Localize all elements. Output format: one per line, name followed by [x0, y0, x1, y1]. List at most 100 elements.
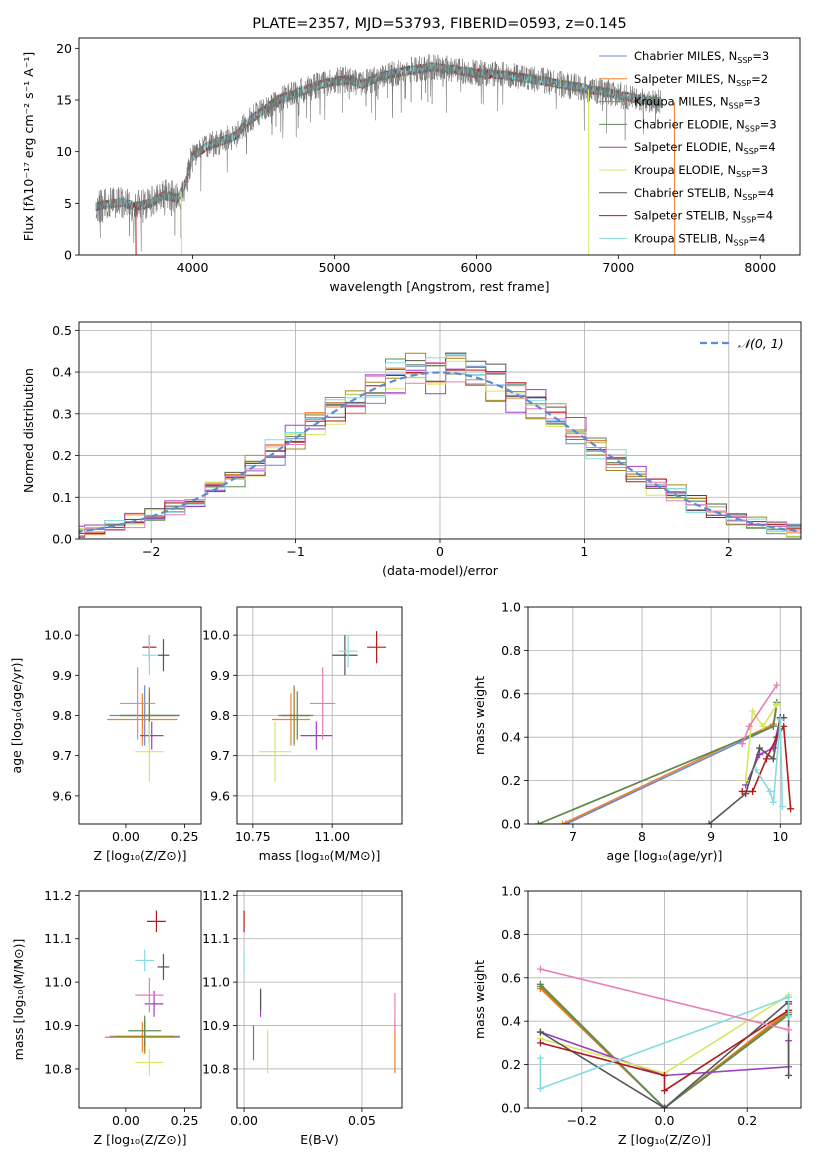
weight-line — [539, 988, 790, 1108]
x-tick-label: 0.0 — [655, 1113, 675, 1128]
y-tick-label: 0.0 — [52, 532, 72, 547]
axes-frame — [236, 890, 403, 1109]
y-tick-label: 0.3 — [52, 406, 72, 421]
y-tick-label: 10.0 — [44, 628, 72, 643]
axes-frame — [78, 890, 202, 1109]
panel-3: 0.00 0.25 9.6 9.7 9.8 9.9 10.0 Z [log₁₀(Z/Z⊙)] a… — [9, 606, 202, 863]
y-tick-label: 0.1 — [52, 490, 72, 505]
plot-area — [95, 54, 676, 255]
weight-marker — [769, 798, 777, 806]
y-tick-label: 10.9 — [202, 1018, 230, 1033]
axes-frame — [527, 890, 802, 1109]
x-tick-label: 5000 — [319, 260, 351, 275]
y-tick-label: 10.0 — [202, 628, 230, 643]
plot-area — [528, 891, 801, 1108]
x-axis-label: E(B-V) — [300, 1132, 339, 1147]
plot-area — [107, 635, 180, 782]
weight-marker — [705, 820, 713, 824]
y-tick-label: 0.8 — [501, 643, 521, 658]
y-tick-label: 11.1 — [44, 931, 72, 946]
legend-label: Kroupa MILES, NSSP=3 — [634, 95, 760, 111]
legend-label: Kroupa STELIB, NSSP=4 — [634, 231, 765, 247]
x-tick-label: 6000 — [460, 260, 492, 275]
weight-marker — [536, 980, 544, 988]
weight-line — [565, 704, 778, 824]
y-tick-label: 15 — [56, 93, 72, 108]
weight-marker — [536, 1054, 544, 1062]
x-tick-label: 0 — [436, 544, 444, 559]
legend-label: Salpeter ELODIE, NSSP=4 — [634, 140, 776, 156]
panel-2: −2 −1 0 1 2 0.0 0.1 0.2 0.3 0.4 0.5 (data-model)/er… — [21, 321, 802, 578]
weight-line — [539, 983, 790, 1108]
weight-marker — [785, 1013, 793, 1021]
x-axis-label: Z [log₁₀(Z/Z⊙)] — [618, 1132, 711, 1147]
weight-marker — [773, 681, 781, 689]
y-tick-label: 0 — [64, 248, 72, 263]
x-axis-label: mass [log₁₀(M/M⊙)] — [259, 848, 381, 863]
x-tick-label: 1 — [580, 544, 588, 559]
y-tick-label: 10.8 — [202, 1061, 230, 1076]
panel-7: 0.00 0.05 10.8 10.9 11.0 11.1 11.2 E(B-V) — [202, 888, 403, 1147]
panel-6: 0.00 0.25 10.8 10.9 11.0 11.1 11.2 Z [log₁₀(Z/Z… — [11, 888, 202, 1147]
weight-marker — [536, 1039, 544, 1047]
y-tick-label: 9.7 — [52, 748, 72, 763]
x-tick-label: 10 — [772, 829, 788, 844]
x-tick-label: 0.00 — [230, 1113, 258, 1128]
observed-spectrum — [95, 54, 662, 252]
plot-area — [237, 891, 402, 1108]
weight-marker — [661, 1087, 668, 1095]
weight-marker — [661, 1071, 668, 1079]
y-tick-label: 0.5 — [52, 323, 72, 338]
x-tick-label: −2 — [142, 544, 160, 559]
plot-area — [237, 607, 402, 824]
x-tick-label: 0.25 — [171, 829, 199, 844]
weight-line — [540, 968, 789, 1031]
weight-marker — [785, 1071, 793, 1079]
weight-marker — [536, 1028, 544, 1036]
x-tick-label: 0.00 — [112, 1113, 140, 1128]
y-tick-label: 0.2 — [501, 1057, 521, 1072]
legend-label: Salpeter STELIB, NSSP=4 — [634, 209, 773, 225]
x-tick-label: 9 — [707, 829, 715, 844]
plot-area — [104, 910, 180, 1076]
weight-line — [538, 702, 778, 824]
panel-8: −0.2 0.0 0.2 0.0 0.2 0.4 0.6 0.8 1.0 Z [log₁₀(Z/Z… — [472, 884, 802, 1147]
gaussian-curve — [79, 371, 801, 533]
weight-marker — [769, 755, 777, 763]
x-tick-label: 0.00 — [112, 829, 140, 844]
y-tick-label: 0.8 — [501, 927, 521, 942]
weight-marker — [769, 722, 777, 730]
y-tick-label: 11.2 — [44, 888, 72, 903]
chart-title: PLATE=2357, MJD=53793, FIBERID=0593, z=0… — [252, 16, 626, 32]
histogram-series — [79, 368, 801, 527]
legend-label: Salpeter MILES, NSSP=2 — [634, 72, 768, 88]
plot-area — [79, 322, 801, 539]
weight-marker — [559, 820, 567, 824]
y-tick-label: 9.9 — [52, 668, 72, 683]
legend: Chabrier MILES, NSSP=3 Salpeter MILES, NS… — [599, 49, 777, 247]
weight-marker — [742, 777, 750, 785]
y-tick-label: 9.6 — [52, 788, 72, 803]
y-tick-label: 9.8 — [210, 708, 230, 723]
y-tick-label: 0.0 — [501, 817, 521, 832]
legend-label: 𝒩(0, 1) — [738, 336, 784, 351]
weight-marker — [738, 787, 746, 795]
weight-marker — [661, 1104, 668, 1108]
y-tick-label: 11.0 — [202, 975, 230, 990]
y-axis-label: mass weight — [472, 676, 487, 755]
x-tick-label: 7 — [569, 829, 577, 844]
weight-marker — [773, 701, 781, 709]
weight-marker — [749, 787, 757, 795]
panel-4: 10.75 11.00 9.6 9.7 9.8 9.9 10.0 mass [log₁₀(M/… — [202, 606, 403, 863]
plot-area — [528, 607, 801, 824]
x-tick-label: 4000 — [177, 260, 209, 275]
weight-line — [538, 704, 778, 824]
x-tick-label: 10.75 — [235, 829, 271, 844]
x-axis-label: wavelength [Angstrom, rest frame] — [329, 279, 549, 294]
y-tick-label: 1.0 — [501, 600, 521, 615]
y-tick-label: 1.0 — [501, 884, 521, 899]
y-axis-label: Flux [fλ10⁻¹⁷ erg cm⁻² s⁻¹ A⁻¹] — [21, 52, 36, 241]
weight-marker — [776, 716, 784, 724]
x-tick-label: 0.05 — [348, 1113, 376, 1128]
weight-marker — [785, 993, 793, 1001]
